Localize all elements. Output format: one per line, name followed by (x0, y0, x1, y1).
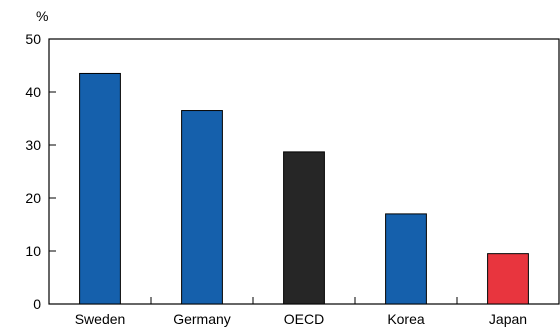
x-category-label: Sweden (75, 311, 126, 327)
bar-germany (182, 111, 223, 304)
bar-japan (488, 254, 529, 304)
bars (80, 73, 529, 304)
x-category-label: Korea (387, 311, 425, 327)
bar-oecd (284, 152, 325, 304)
y-tick-label: 40 (25, 84, 41, 100)
y-axis-ticks: 0 10 20 30 40 50 (25, 31, 56, 312)
x-category-label: OECD (284, 311, 324, 327)
x-category-label: Japan (489, 311, 527, 327)
x-category-label: Germany (173, 311, 231, 327)
x-axis-labels: Sweden Germany OECD Korea Japan (75, 311, 527, 327)
y-tick-label: 30 (25, 137, 41, 153)
y-tick-label: 10 (25, 243, 41, 259)
y-tick-label: 0 (33, 296, 41, 312)
bar-korea (386, 214, 427, 304)
y-axis-unit: % (36, 8, 48, 24)
bar-sweden (80, 73, 121, 304)
y-tick-label: 20 (25, 190, 41, 206)
y-tick-label: 50 (25, 31, 41, 47)
